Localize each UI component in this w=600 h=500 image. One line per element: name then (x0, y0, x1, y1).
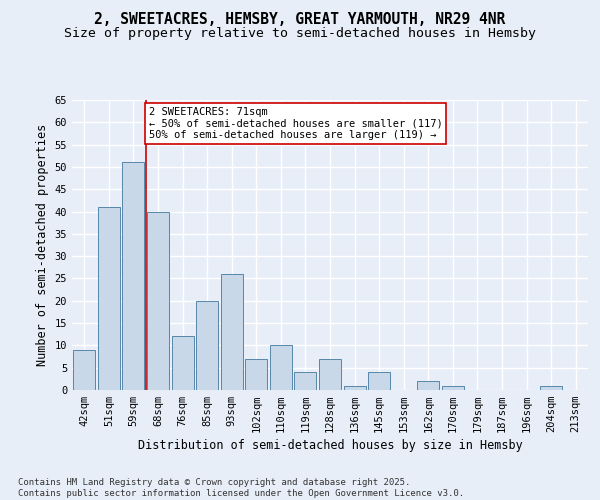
Bar (73, 350, 95, 390)
Bar (147, 212, 169, 390)
Bar (122, 162, 145, 390)
Y-axis label: Number of semi-detached properties: Number of semi-detached properties (36, 124, 49, 366)
Bar (295, 372, 316, 390)
Bar (442, 386, 464, 390)
Bar (540, 386, 562, 390)
Text: 2 SWEETACRES: 71sqm
← 50% of semi-detached houses are smaller (117)
50% of semi-: 2 SWEETACRES: 71sqm ← 50% of semi-detach… (149, 106, 442, 140)
Bar (344, 386, 365, 390)
Bar (98, 207, 120, 390)
Bar (245, 359, 268, 390)
Bar (319, 359, 341, 390)
Bar (172, 336, 194, 390)
Bar (270, 346, 292, 390)
Bar (196, 301, 218, 390)
Bar (417, 381, 439, 390)
Text: Contains HM Land Registry data © Crown copyright and database right 2025.
Contai: Contains HM Land Registry data © Crown c… (18, 478, 464, 498)
Text: Distribution of semi-detached houses by size in Hemsby: Distribution of semi-detached houses by … (137, 440, 523, 452)
Bar (221, 274, 243, 390)
Bar (368, 372, 390, 390)
Text: Size of property relative to semi-detached houses in Hemsby: Size of property relative to semi-detach… (64, 28, 536, 40)
Text: 2, SWEETACRES, HEMSBY, GREAT YARMOUTH, NR29 4NR: 2, SWEETACRES, HEMSBY, GREAT YARMOUTH, N… (94, 12, 506, 28)
